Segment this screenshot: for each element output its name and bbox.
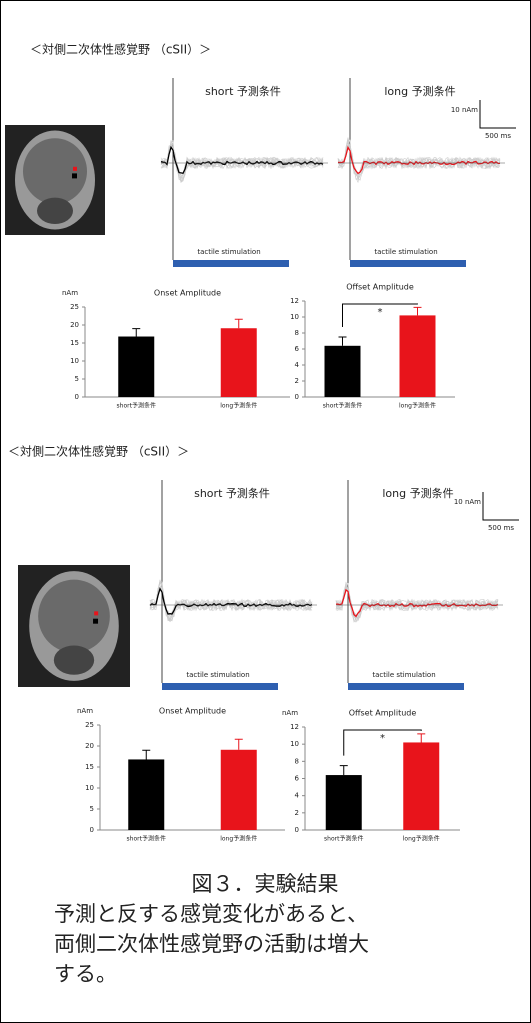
condition-label: short 予測条件 — [205, 84, 281, 98]
bar — [118, 337, 154, 397]
scale-time-label: 500 ms — [485, 132, 511, 140]
x-tick-label: long予測条件 — [403, 835, 440, 843]
dipole-black — [72, 173, 77, 178]
y-tick-label: 10 — [290, 740, 299, 748]
stimulation-label: tactile stimulation — [372, 671, 435, 679]
x-tick-label: short予測条件 — [127, 835, 166, 843]
x-tick-label: long予測条件 — [399, 402, 436, 410]
x-tick-label: short予測条件 — [324, 835, 363, 843]
stimulation-bar — [350, 260, 466, 267]
y-axis-label: nAm — [62, 289, 78, 297]
y-tick-label: 6 — [295, 775, 300, 783]
stimulation-bar — [348, 683, 464, 690]
mri-base — [37, 198, 73, 224]
condition-label: short 予測条件 — [194, 486, 270, 500]
dipole-red — [73, 167, 77, 171]
chart-title: Offset Amplitude — [346, 283, 414, 292]
chart-title: Onset Amplitude — [159, 707, 226, 716]
bar — [221, 328, 257, 397]
y-tick-label: 10 — [85, 784, 94, 792]
panel-heading: ＜対側二次体性感覚野 （cSII）＞ — [8, 444, 189, 459]
y-tick-label: 15 — [70, 339, 79, 347]
y-tick-label: 0 — [295, 393, 299, 401]
y-tick-label: 4 — [295, 792, 300, 800]
x-tick-label: short予測条件 — [117, 402, 156, 410]
y-tick-label: 20 — [85, 742, 94, 750]
bar — [400, 315, 436, 397]
chart-title: Offset Amplitude — [349, 709, 417, 718]
y-tick-label: 12 — [290, 297, 299, 305]
x-tick-label: short予測条件 — [323, 402, 362, 410]
y-axis-label: nAm — [77, 707, 93, 715]
caption-line: 予測と反する感覚変化があると、 — [54, 902, 368, 926]
bar — [403, 742, 439, 830]
y-tick-label: 25 — [70, 303, 79, 311]
y-tick-label: 8 — [295, 329, 299, 337]
x-tick-label: long予測条件 — [220, 835, 257, 843]
chart-title: Onset Amplitude — [154, 289, 221, 298]
page: ＜対側二次体性感覚野 （cSII）＞ short 予測条件 tactile stim… — [0, 0, 531, 1023]
y-tick-label: 25 — [85, 721, 94, 729]
y-tick-label: 0 — [75, 393, 79, 401]
y-tick-label: 2 — [295, 377, 299, 385]
y-tick-label: 6 — [295, 345, 300, 353]
stimulation-bar — [162, 683, 278, 690]
caption-line: する。 — [54, 962, 117, 986]
mri-brain — [38, 580, 110, 653]
y-tick-label: 10 — [290, 313, 299, 321]
stimulation-label: tactile stimulation — [197, 248, 260, 256]
significance-mark: * — [378, 307, 383, 318]
y-tick-label: 12 — [290, 723, 299, 731]
caption-line: 両側二次体性感覚野の活動は増大 — [54, 932, 369, 956]
y-tick-label: 5 — [90, 805, 94, 813]
mri-brain — [23, 138, 87, 204]
bar — [128, 759, 164, 830]
stimulation-label: tactile stimulation — [186, 671, 249, 679]
bar — [326, 775, 362, 830]
caption-title: 図３．実験結果 — [192, 872, 339, 896]
significance-mark: * — [380, 733, 385, 744]
bar — [221, 750, 257, 830]
y-tick-label: 10 — [70, 357, 79, 365]
y-tick-label: 4 — [295, 361, 300, 369]
scale-time-label: 500 ms — [488, 524, 514, 532]
bar — [325, 346, 361, 397]
dipole-black — [93, 619, 98, 624]
condition-label: long 予測条件 — [384, 84, 455, 98]
scale-amp-label: 10 nAm — [451, 106, 478, 114]
y-axis-label: nAm — [282, 709, 298, 717]
y-tick-label: 2 — [295, 809, 299, 817]
scale-amp-label: 10 nAm — [454, 498, 481, 506]
panel-heading: ＜対側二次体性感覚野 （cSII）＞ — [30, 42, 211, 57]
stimulation-label: tactile stimulation — [374, 248, 437, 256]
y-tick-label: 15 — [85, 763, 94, 771]
y-tick-label: 5 — [75, 375, 79, 383]
y-tick-label: 0 — [90, 826, 94, 834]
y-tick-label: 8 — [295, 757, 299, 765]
y-tick-label: 20 — [70, 321, 79, 329]
dipole-red — [94, 611, 98, 615]
y-tick-label: 0 — [295, 826, 299, 834]
x-tick-label: long予測条件 — [220, 402, 257, 410]
condition-label: long 予測条件 — [382, 486, 453, 500]
stimulation-bar — [173, 260, 289, 267]
mri-base — [54, 646, 94, 675]
